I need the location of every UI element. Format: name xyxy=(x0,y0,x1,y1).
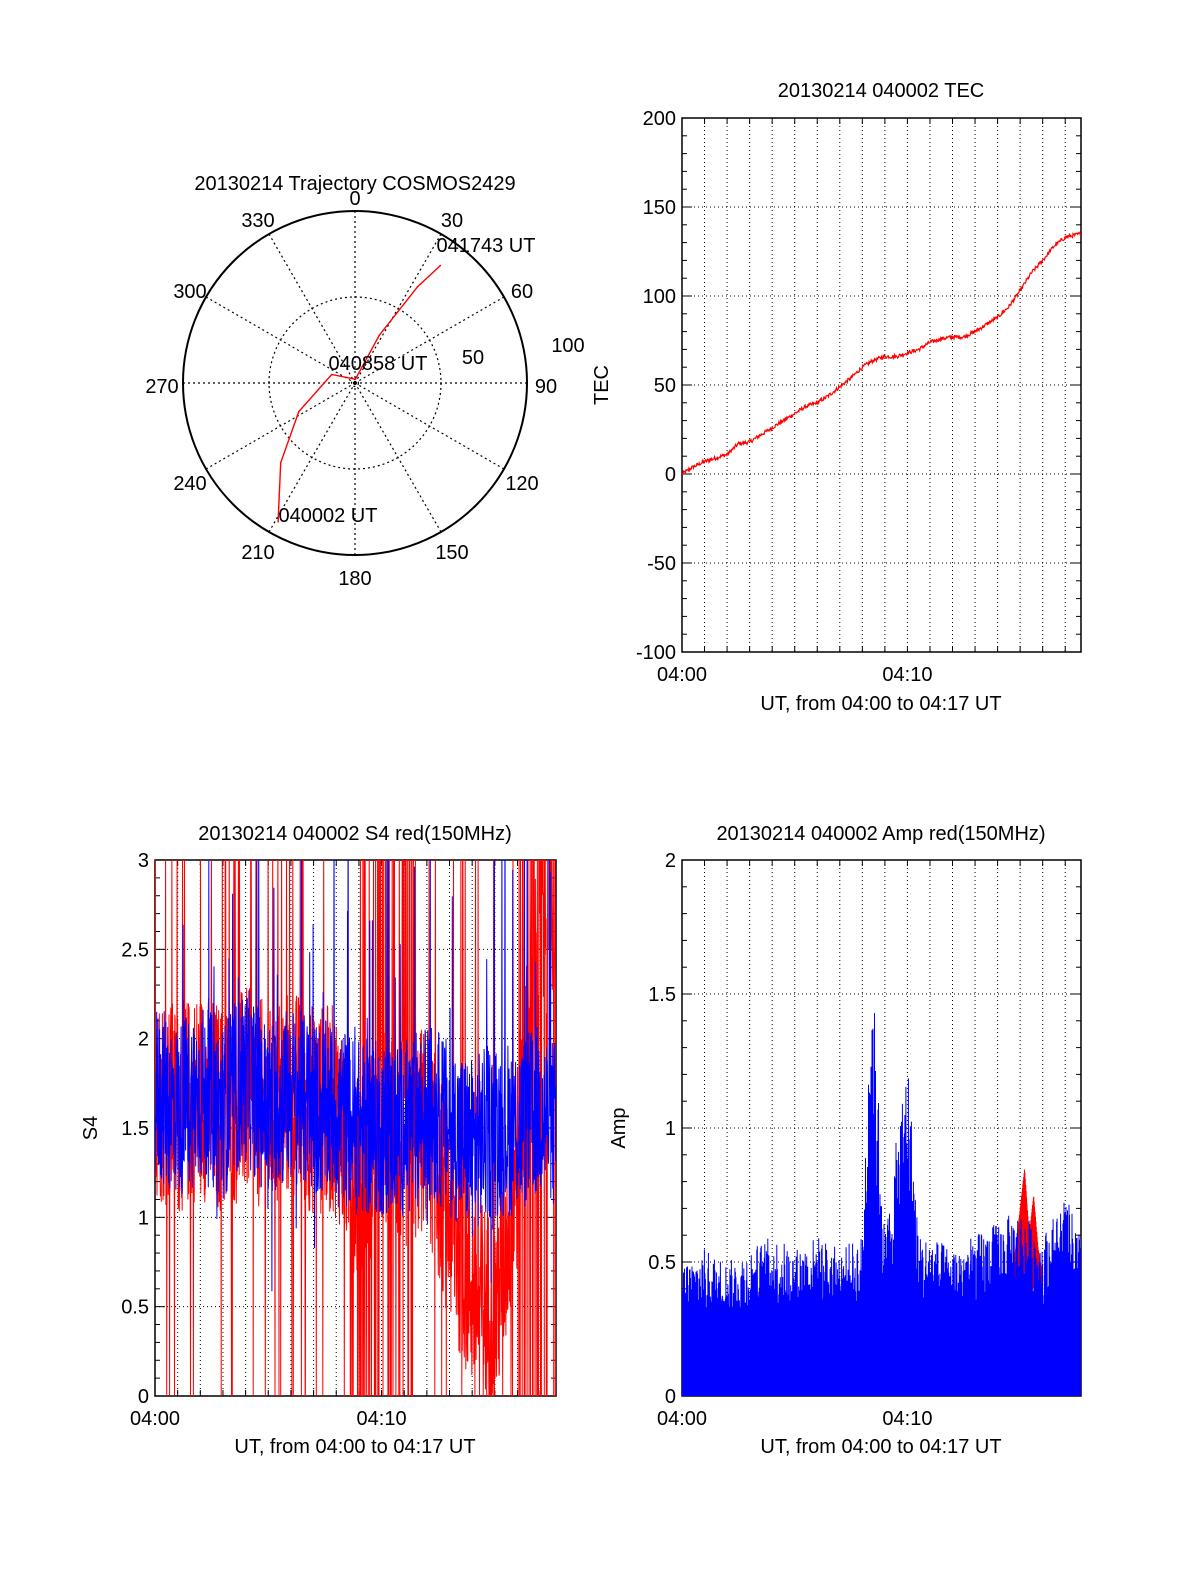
polar-trajectory-line xyxy=(277,264,441,522)
x-tick-label: 04:10 xyxy=(882,664,932,686)
polar-time-annotation: 040002 UT xyxy=(279,505,378,527)
y-tick-label: 1.5 xyxy=(648,984,676,1006)
polar-trajectory-point xyxy=(378,334,381,337)
y-tick-label: 2 xyxy=(138,1029,149,1051)
tec-series-line xyxy=(682,231,1081,476)
polar-angle-label: 30 xyxy=(441,210,463,232)
y-tick-label: 100 xyxy=(643,286,676,308)
y-tick-label: 3 xyxy=(138,850,149,872)
x-tick-label: 04:10 xyxy=(357,1408,407,1430)
y-tick-label: 150 xyxy=(643,197,676,219)
polar-angle-label: 0 xyxy=(349,188,360,210)
amp-series-fill-blue xyxy=(682,1294,1081,1396)
polar-spoke xyxy=(205,382,356,470)
x-tick-label: 04:00 xyxy=(657,1408,707,1430)
tec-ylabel: TEC xyxy=(591,365,613,405)
y-tick-label: 0.5 xyxy=(648,1252,676,1274)
y-tick-label: 0 xyxy=(665,464,676,486)
s4-chart: 20130214 040002 S4 red(150MHz) UT, from … xyxy=(80,823,557,1458)
amp-xlabel: UT, from 04:00 to 04:17 UT xyxy=(760,1436,1001,1458)
polar-trajectory-point xyxy=(439,264,442,267)
polar-trajectory-point xyxy=(279,461,282,464)
tec-xlabel: UT, from 04:00 to 04:17 UT xyxy=(760,693,1001,715)
s4-series-line-blue xyxy=(155,860,556,1292)
polar-trajectory-point xyxy=(277,520,279,523)
polar-angle-label: 270 xyxy=(145,376,178,398)
amp-title: 20130214 040002 Amp red(150MHz) xyxy=(716,823,1045,845)
y-tick-label: 200 xyxy=(643,108,676,130)
y-tick-label: 2.5 xyxy=(121,939,149,961)
polar-angle-label: 180 xyxy=(338,568,371,590)
x-tick-label: 04:00 xyxy=(657,664,707,686)
polar-trajectory-point xyxy=(354,378,357,381)
y-tick-label: 0 xyxy=(138,1386,149,1408)
y-tick-label: 50 xyxy=(654,375,676,397)
polar-spoke xyxy=(205,296,356,384)
polar-angle-label: 330 xyxy=(241,210,274,232)
s4-ylabel: S4 xyxy=(80,1116,102,1140)
tec-title: 20130214 040002 TEC xyxy=(778,80,984,102)
polar-angle-label: 90 xyxy=(535,376,557,398)
polar-spoke xyxy=(354,382,442,533)
x-tick-label: 04:10 xyxy=(882,1408,932,1430)
polar-radius-label: 100 xyxy=(551,335,584,357)
polar-radius-label: 50 xyxy=(462,347,484,369)
polar-angle-label: 300 xyxy=(173,281,206,303)
polar-trajectory-chart: 20130214 Trajectory COSMOS2429 0 30 60 90 12… xyxy=(145,173,584,590)
s4-title: 20130214 040002 S4 red(150MHz) xyxy=(198,823,512,845)
y-tick-label: -50 xyxy=(647,553,676,575)
polar-trajectory-point xyxy=(416,286,419,288)
polar-trajectory-point xyxy=(298,410,300,413)
plot-frame xyxy=(681,117,1082,653)
polar-angle-label: 210 xyxy=(241,542,274,564)
y-tick-label: 0 xyxy=(665,1386,676,1408)
polar-trajectory-point xyxy=(330,373,333,376)
polar-angle-label: 240 xyxy=(173,473,206,495)
polar-angle-label: 60 xyxy=(511,281,533,303)
polar-spoke xyxy=(354,382,505,470)
polar-angle-label: 120 xyxy=(505,473,538,495)
tec-chart: 20130214 040002 TEC UT, from 04:00 to 04… xyxy=(591,80,1082,715)
polar-spoke xyxy=(354,296,505,384)
y-tick-label: 1.5 xyxy=(121,1118,149,1140)
x-tick-label: 04:00 xyxy=(130,1408,180,1430)
polar-time-annotation: 041743 UT xyxy=(437,235,536,257)
y-tick-label: 1 xyxy=(665,1118,676,1140)
polar-angle-label: 150 xyxy=(435,542,468,564)
polar-spoke xyxy=(268,382,356,533)
polar-time-annotation: 040858 UT xyxy=(329,353,428,375)
s4-xlabel: UT, from 04:00 to 04:17 UT xyxy=(234,1436,475,1458)
y-tick-label: 2 xyxy=(665,850,676,872)
polar-title: 20130214 Trajectory COSMOS2429 xyxy=(194,173,515,195)
y-tick-label: -100 xyxy=(636,642,676,664)
polar-spoke xyxy=(268,233,356,384)
y-tick-label: 1 xyxy=(138,1207,149,1229)
polar-spoke xyxy=(354,233,442,384)
y-tick-label: 0.5 xyxy=(121,1297,149,1319)
amp-ylabel: Amp xyxy=(608,1107,630,1148)
amp-chart: 20130214 040002 Amp red(150MHz) UT, from… xyxy=(608,823,1082,1458)
